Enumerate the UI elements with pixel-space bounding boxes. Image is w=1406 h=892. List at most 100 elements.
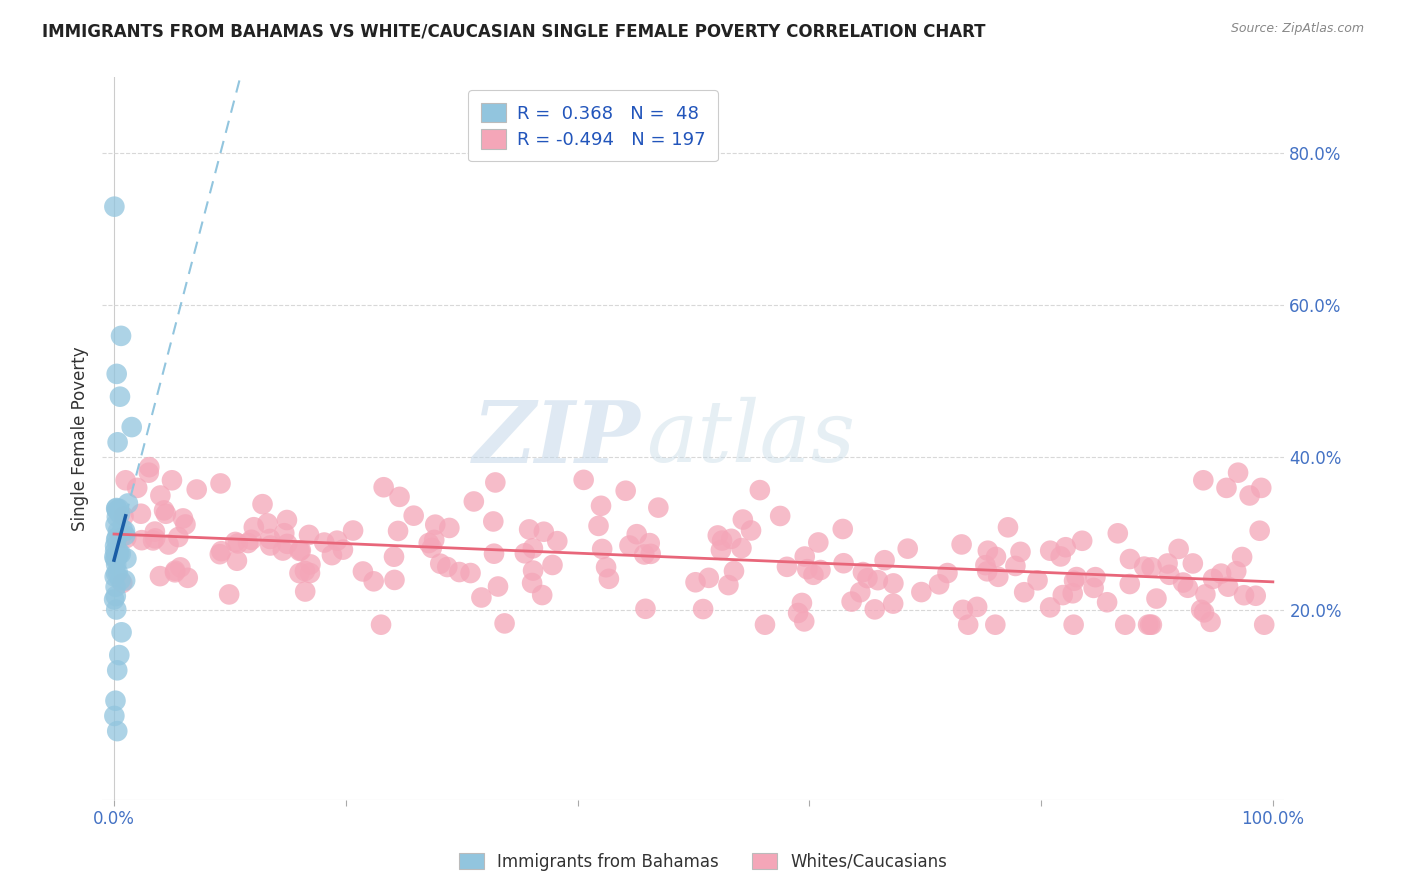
Point	[240, 533, 263, 547]
Point	[155, 507, 177, 521]
Point	[143, 524, 166, 539]
Point	[388, 490, 411, 504]
Point	[1140, 617, 1163, 632]
Point	[169, 560, 191, 574]
Point	[541, 558, 564, 572]
Point	[1167, 541, 1189, 556]
Point	[107, 544, 129, 558]
Point	[111, 576, 134, 591]
Point	[1039, 543, 1062, 558]
Point	[1107, 526, 1129, 541]
Point	[121, 420, 143, 434]
Point	[112, 509, 135, 524]
Point	[882, 576, 904, 591]
Point	[218, 587, 240, 601]
Point	[494, 616, 516, 631]
Point	[482, 547, 505, 561]
Point	[633, 548, 655, 562]
Point	[370, 617, 392, 632]
Point	[105, 501, 128, 516]
Point	[1071, 533, 1094, 548]
Point	[420, 541, 443, 555]
Point	[626, 527, 648, 541]
Point	[115, 551, 138, 566]
Point	[1133, 559, 1156, 574]
Point	[1192, 473, 1215, 487]
Point	[793, 549, 815, 564]
Point	[108, 547, 131, 561]
Point	[105, 510, 128, 524]
Point	[1216, 580, 1239, 594]
Point	[149, 488, 172, 502]
Point	[418, 536, 440, 550]
Point	[382, 549, 405, 564]
Point	[1227, 466, 1250, 480]
Point	[787, 606, 810, 620]
Point	[748, 483, 770, 497]
Point	[531, 588, 554, 602]
Point	[107, 549, 129, 564]
Point	[1146, 591, 1168, 606]
Point	[740, 524, 762, 538]
Point	[697, 571, 720, 585]
Legend: R =  0.368   N =  48, R = -0.494   N = 197: R = 0.368 N = 48, R = -0.494 N = 197	[468, 90, 718, 161]
Point	[463, 494, 485, 508]
Point	[160, 473, 183, 487]
Point	[105, 367, 128, 381]
Point	[546, 534, 568, 549]
Point	[1250, 481, 1272, 495]
Point	[1249, 524, 1271, 538]
Point	[1173, 575, 1195, 590]
Point	[131, 533, 153, 548]
Point	[957, 617, 980, 632]
Point	[105, 558, 128, 572]
Point	[142, 533, 165, 548]
Point	[103, 200, 125, 214]
Point	[1189, 603, 1212, 617]
Point	[423, 533, 446, 547]
Point	[614, 483, 637, 498]
Point	[849, 585, 872, 599]
Point	[1199, 615, 1222, 629]
Point	[977, 543, 1000, 558]
Point	[470, 591, 492, 605]
Point	[707, 528, 730, 542]
Point	[595, 560, 617, 574]
Point	[1137, 617, 1160, 632]
Point	[114, 528, 136, 542]
Point	[790, 596, 813, 610]
Point	[208, 547, 231, 561]
Point	[163, 566, 186, 580]
Point	[107, 435, 129, 450]
Point	[1119, 577, 1142, 591]
Point	[226, 554, 249, 568]
Point	[692, 602, 714, 616]
Point	[966, 599, 988, 614]
Point	[928, 577, 950, 591]
Point	[987, 570, 1010, 584]
Point	[114, 473, 136, 487]
Point	[460, 566, 482, 580]
Point	[105, 549, 128, 564]
Point	[513, 546, 536, 560]
Text: Source: ZipAtlas.com: Source: ZipAtlas.com	[1230, 22, 1364, 36]
Point	[108, 507, 131, 521]
Point	[110, 531, 132, 545]
Point	[276, 537, 298, 551]
Point	[1139, 617, 1161, 632]
Point	[294, 564, 316, 578]
Point	[108, 390, 131, 404]
Point	[1156, 557, 1178, 571]
Point	[236, 536, 259, 550]
Point	[589, 499, 612, 513]
Point	[167, 530, 190, 544]
Point	[1012, 585, 1035, 599]
Point	[149, 569, 172, 583]
Point	[730, 541, 752, 555]
Point	[226, 536, 249, 550]
Point	[796, 562, 818, 576]
Point	[882, 597, 904, 611]
Point	[591, 541, 613, 556]
Point	[1140, 560, 1163, 574]
Point	[449, 565, 471, 579]
